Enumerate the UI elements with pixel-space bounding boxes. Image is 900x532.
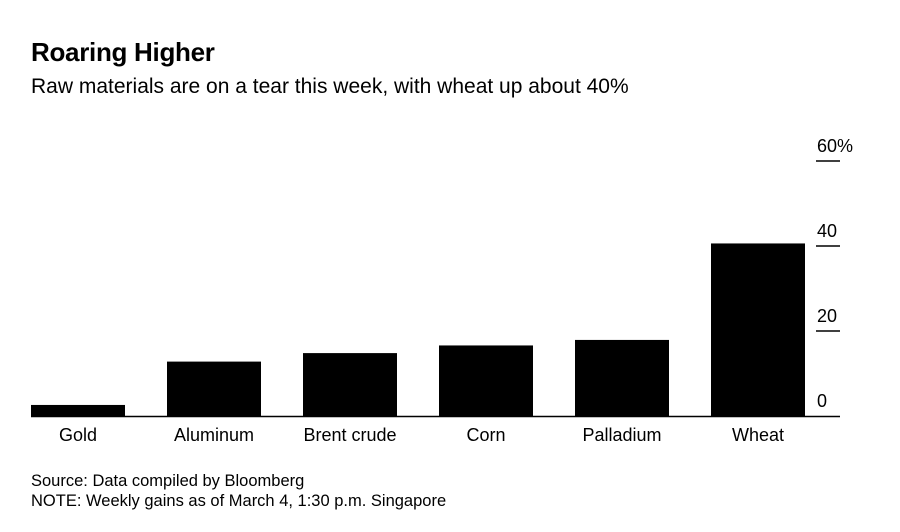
y-tick-label-20: 20 [817, 306, 837, 326]
y-tick-label-60: 60% [817, 136, 853, 156]
x-tick-label-brent-crude: Brent crude [303, 425, 396, 445]
y-tick-label-40: 40 [817, 221, 837, 241]
x-tick-label-gold: Gold [59, 425, 97, 445]
chart-subtitle: Raw materials are on a tear this week, w… [31, 75, 629, 98]
bar-gold [31, 404, 125, 416]
bar-brent-crude [303, 353, 397, 416]
x-tick-label-aluminum: Aluminum [174, 425, 254, 445]
chart-title: Roaring Higher [31, 37, 215, 67]
source-note: Source: Data compiled by Bloomberg [31, 472, 305, 490]
x-tick-label-palladium: Palladium [582, 425, 661, 445]
bar-aluminum [167, 361, 261, 416]
bar-wheat [711, 243, 805, 416]
bars-group [31, 243, 805, 416]
y-axis: 0 20 40 60% [816, 136, 853, 411]
footnote-note: NOTE: Weekly gains as of March 4, 1:30 p… [31, 492, 447, 510]
bar-corn [439, 345, 533, 416]
x-axis-labels: Gold Aluminum Brent crude Corn Palladium Whea… [59, 425, 784, 445]
bar-palladium [575, 339, 669, 416]
bar-chart: Gold Aluminum Brent crude Corn Palladium Whea… [31, 136, 853, 445]
y-tick-label-0: 0 [817, 391, 827, 411]
x-tick-label-wheat: Wheat [732, 425, 784, 445]
x-tick-label-corn: Corn [466, 425, 505, 445]
